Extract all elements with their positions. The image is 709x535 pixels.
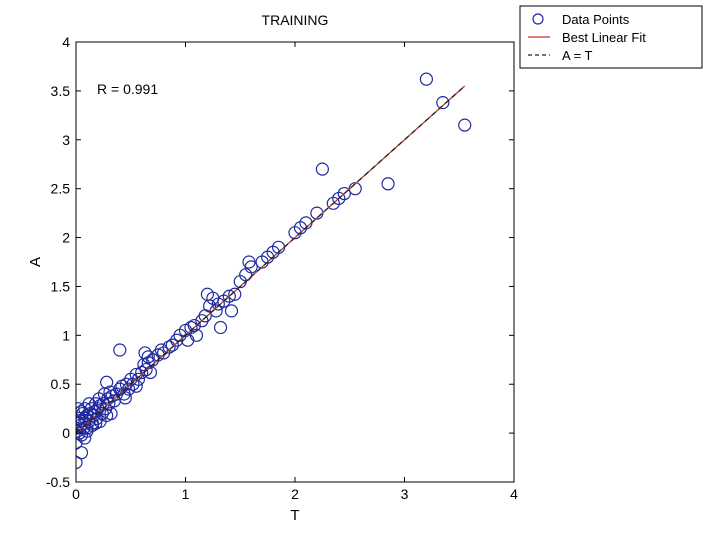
data-point: [76, 405, 89, 419]
data-point: [76, 436, 83, 450]
data-point: [100, 375, 114, 389]
y-tick-label: 4: [62, 34, 70, 50]
data-point: [135, 365, 149, 380]
legend-label: Best Linear Fit: [562, 30, 646, 45]
r-value-annotation: R = 0.991: [97, 81, 158, 97]
data-point: [162, 340, 176, 354]
legend-box: [519, 5, 703, 69]
data-point: [104, 406, 118, 421]
data-point: [93, 414, 107, 428]
y-axis-label: A: [27, 257, 44, 267]
data-point: [141, 350, 155, 364]
x-tick-label: 2: [291, 486, 299, 502]
identity-line: [76, 85, 466, 434]
data-point: [315, 162, 329, 176]
data-point: [228, 287, 242, 301]
y-tick-label: 3.5: [51, 83, 71, 99]
x-tick-label: 1: [182, 486, 190, 502]
data-point: [419, 72, 433, 86]
legend-label: Data Points: [562, 12, 630, 27]
y-tick-label: 0: [62, 425, 70, 441]
data-point: [113, 343, 127, 357]
data-point: [121, 382, 136, 396]
data-point: [224, 304, 239, 318]
data-point: [189, 328, 204, 342]
data-point: [436, 96, 450, 110]
legend-label: A = T: [562, 48, 593, 63]
y-tick-label: -0.5: [46, 474, 70, 490]
x-tick-label: 0: [72, 486, 80, 502]
chart-title: TRAINING: [262, 12, 329, 28]
data-point: [139, 362, 153, 377]
data-point: [76, 446, 89, 460]
plot-area: [76, 72, 472, 470]
data-point: [200, 287, 214, 301]
y-tick-label: 1.5: [51, 278, 71, 294]
data-point: [82, 397, 96, 411]
data-point: [131, 372, 146, 386]
data-point: [165, 338, 179, 352]
x-tick-label: 4: [510, 486, 518, 502]
legend: Data Points Best Linear Fit A = T: [519, 5, 703, 69]
data-point: [118, 391, 132, 405]
data-point: [209, 304, 223, 318]
data-point: [187, 318, 201, 333]
y-tick-label: 2: [62, 230, 70, 246]
data-point: [213, 320, 228, 335]
data-point: [242, 255, 256, 269]
data-point: [138, 346, 152, 360]
data-point: [458, 118, 472, 132]
x-tick-label: 3: [401, 486, 409, 502]
data-point: [222, 289, 236, 303]
data-point: [76, 455, 83, 470]
y-tick-label: 1: [62, 327, 70, 343]
legend-marker-data-points: [532, 13, 544, 25]
y-tick-label: 2.5: [51, 181, 71, 197]
data-point: [76, 402, 85, 416]
y-tick-label: 3: [62, 132, 70, 148]
y-tick-label: 0.5: [51, 376, 71, 392]
data-point: [337, 186, 351, 201]
data-point: [381, 177, 395, 191]
x-axis-label: T: [290, 507, 299, 524]
